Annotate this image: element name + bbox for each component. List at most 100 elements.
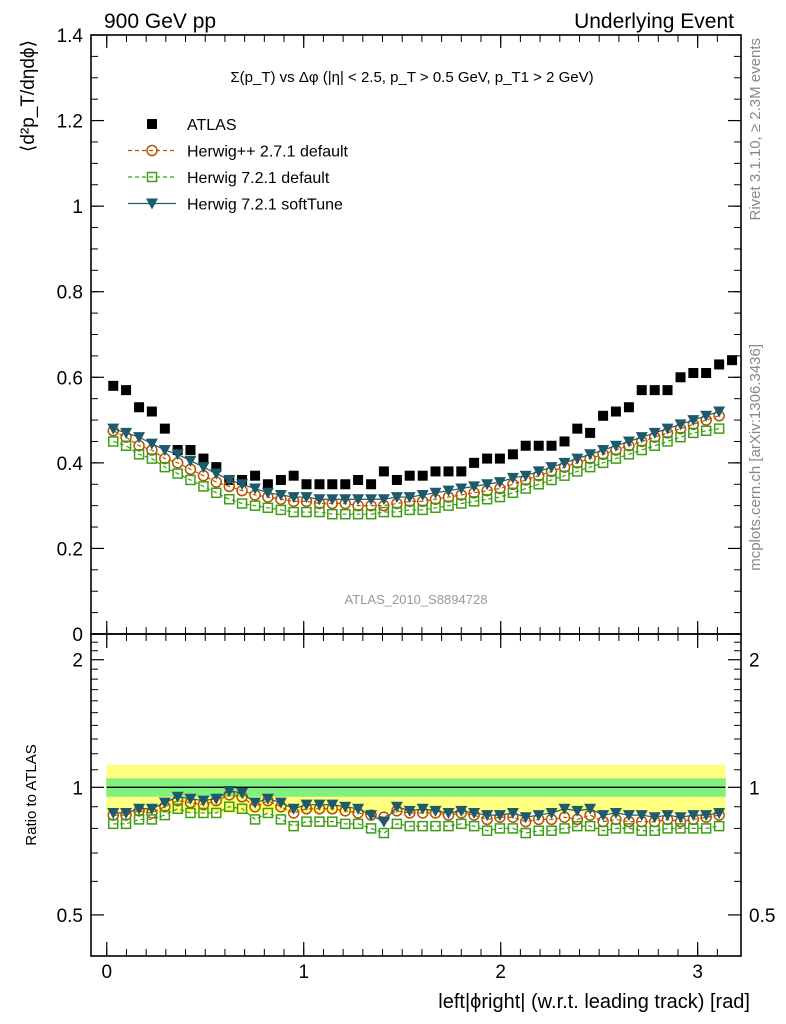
ratio-y-tick-label-right: 2 — [749, 651, 760, 672]
ratio-axes: 0.5 0.5 1 1 2 2 0 1 2 3 — [57, 634, 775, 983]
mc-series-2-point — [713, 423, 725, 434]
atlas-data-point — [482, 453, 493, 464]
ratio-series-2-point — [493, 810, 506, 822]
ratio-series-1-point — [456, 818, 467, 830]
mc-series-2-point — [649, 440, 660, 451]
mc-series-2-point — [301, 506, 312, 518]
mc-series-3-point — [313, 494, 326, 506]
mc-series-3-point — [713, 406, 726, 418]
y-tick-label: 1 — [72, 197, 83, 218]
ratio-series-2-point — [184, 793, 197, 805]
ratio-series-2-point — [648, 812, 661, 824]
ratio-series-1-point — [275, 814, 287, 825]
mc-series-3-point — [468, 481, 481, 493]
ratio-series-1-point — [159, 809, 171, 821]
ratio-series-1-point — [146, 814, 158, 825]
ratio-series-2-point — [210, 793, 223, 805]
ratio-series-2-point — [416, 803, 429, 815]
mc-series-2-point — [236, 498, 248, 509]
mc-series-2-point — [546, 474, 557, 486]
ratio-series-2-point — [481, 810, 494, 822]
ratio-series-1-point — [430, 820, 441, 832]
mc-series-2-point — [572, 466, 583, 477]
mc-series-3-point — [326, 494, 339, 506]
mc-series-2-point — [700, 425, 712, 437]
ratio-series-2-point — [545, 807, 558, 819]
mc-series-2-point — [378, 506, 390, 518]
ratio-series-1-point — [391, 818, 403, 830]
ratio-series-1-point — [481, 825, 493, 836]
atlas-data-point — [288, 470, 299, 481]
ratio-series-2-point — [287, 803, 300, 815]
atlas-data-point — [134, 402, 145, 413]
ratio-series-2 — [107, 786, 726, 828]
ratio-series-2-point — [158, 797, 171, 809]
mc-series-2-point — [494, 491, 506, 503]
atlas-data-point — [198, 453, 209, 464]
atlas-data-point — [469, 457, 480, 468]
rivet-label: Rivet 3.1.10, ≥ 2.3M events — [747, 38, 764, 221]
mc-series-2-point — [275, 504, 287, 516]
ratio-series-2-point — [713, 807, 726, 819]
x-tick-label: 0 — [101, 962, 112, 983]
mc-series-3-point — [674, 419, 687, 431]
mc-series-3-point — [661, 423, 674, 435]
ratio-series-1-point — [443, 820, 454, 832]
ratio-series-2-point — [519, 812, 532, 824]
ratio-series-2-point — [145, 803, 158, 815]
mc-series-3-point — [648, 427, 661, 439]
ratio-series-2-point — [223, 786, 236, 798]
atlas-data-point — [714, 359, 725, 370]
atlas-data-point — [121, 385, 132, 396]
atlas-data-point — [494, 453, 505, 464]
y-tick-label: 0.8 — [57, 283, 83, 304]
ratio-series-2-point — [584, 803, 597, 815]
ratio-series-2-point — [571, 805, 584, 817]
mc-series-2-point — [391, 506, 403, 518]
ratio-series-1-point — [623, 823, 635, 834]
mc-series-2-point — [146, 453, 158, 464]
atlas-data-point — [404, 470, 415, 481]
y-tick-label: 1.4 — [57, 26, 84, 47]
mc-series-3-point — [455, 483, 468, 495]
series-2 — [108, 423, 725, 520]
series-0 — [108, 355, 738, 490]
mc-series-3-point — [493, 477, 506, 489]
atlas-data-point — [610, 406, 621, 417]
mc-series-3-point — [197, 462, 210, 474]
mc-series-2-point — [456, 498, 467, 509]
watermark: ATLAS_2010_S8894728 — [345, 592, 488, 607]
mc-series-2-point — [662, 436, 673, 447]
ratio-series-1-point — [262, 807, 274, 819]
ratio-series-2-point — [390, 801, 403, 813]
mc-series-2-point — [288, 506, 299, 518]
mc-series-3-point — [687, 415, 700, 427]
mc-series-3-point — [287, 492, 300, 504]
ratio-plot-frame — [90, 633, 742, 957]
mc-series-2-point — [211, 487, 222, 499]
mc-series-2-point — [133, 449, 145, 460]
atlas-data-point — [159, 423, 170, 434]
atlas-data-point — [262, 479, 273, 490]
ratio-series-2-point — [442, 807, 455, 819]
ratio-series-1-point — [546, 825, 557, 836]
header-right: Underlying Event — [574, 10, 734, 33]
mc-series-2-point — [507, 487, 519, 499]
mc-series-3-point — [558, 457, 571, 469]
mc-series-2-line — [113, 428, 720, 515]
y-tick-label: 0.4 — [57, 454, 84, 475]
ratio-series-1-point — [108, 818, 119, 830]
mc-series-3-point — [158, 445, 171, 457]
legend-label: Herwig 7.2.1 softTune — [187, 197, 343, 214]
mc-series-2-point — [533, 479, 544, 490]
mc-series-3-point — [597, 445, 610, 457]
ratio-series-1-point — [649, 825, 660, 836]
atlas-data-point — [340, 479, 351, 490]
atlas-data-point — [559, 436, 570, 447]
mc-series-2-point — [224, 493, 235, 505]
ratio-series-1-point — [675, 823, 686, 834]
atlas-data-point — [108, 380, 119, 391]
mc-series-2-point — [610, 453, 622, 464]
atlas-data-point — [301, 479, 312, 490]
ratio-panel — [106, 764, 726, 813]
